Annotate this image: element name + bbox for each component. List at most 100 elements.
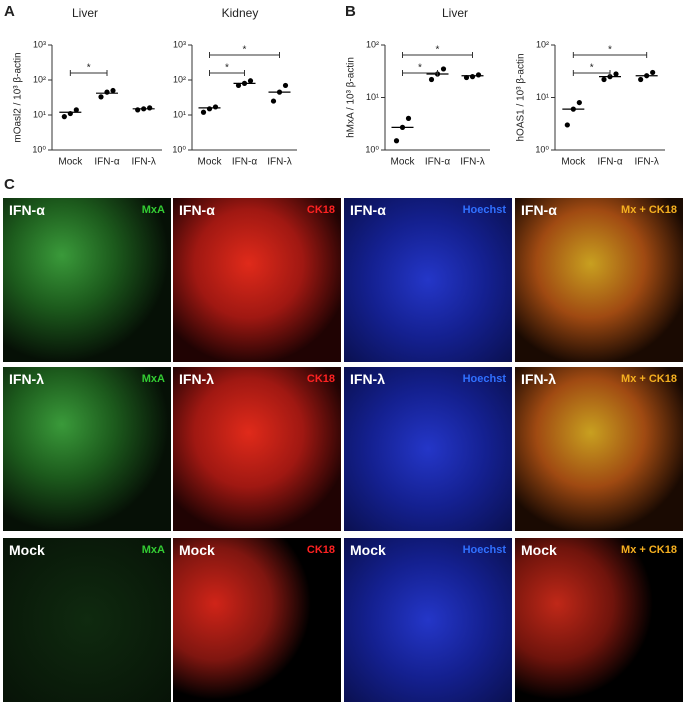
panel-label: A xyxy=(4,3,15,20)
x-tick-label: Mock xyxy=(58,157,83,168)
y-tick-label: 10¹ xyxy=(173,109,186,119)
treatment-label: Mock xyxy=(9,542,45,558)
data-point xyxy=(135,107,141,113)
data-point xyxy=(104,89,110,95)
y-axis-label: mOasl2 / 10³ β-actin xyxy=(13,52,24,142)
data-point xyxy=(650,69,656,76)
stain-label: CK18 xyxy=(306,204,335,216)
treatment-label: IFN-λ xyxy=(9,371,44,387)
data-point xyxy=(613,71,619,77)
y-axis-label: hMxA / 10³ β-actin xyxy=(346,57,357,138)
y-tick-label: 10⁰ xyxy=(365,144,379,154)
micrograph: IFN-λ Hoechst xyxy=(344,367,512,531)
x-tick-label: IFN-λ xyxy=(267,157,291,168)
data-point xyxy=(200,109,207,115)
y-tick-label: 10⁰ xyxy=(535,144,549,154)
treatment-label: IFN-α xyxy=(179,202,215,218)
data-point xyxy=(601,76,607,83)
chart-title: Liver xyxy=(72,6,98,20)
data-point xyxy=(638,76,644,83)
x-tick-label: IFN-α xyxy=(597,157,622,168)
y-tick-label: 10² xyxy=(33,74,46,84)
treatment-label: IFN-α xyxy=(521,202,557,218)
stain-label: Hoechst xyxy=(462,544,506,556)
x-tick-label: IFN-α xyxy=(232,157,257,168)
data-point xyxy=(212,104,219,110)
data-point xyxy=(247,78,254,84)
data-point xyxy=(440,66,447,72)
data-point xyxy=(206,106,213,112)
stain-label: CK18 xyxy=(306,544,335,556)
significance-label: * xyxy=(87,63,91,74)
data-point xyxy=(73,107,79,113)
data-point xyxy=(270,98,277,104)
micrograph: IFN-λ CK18 xyxy=(173,367,341,531)
x-tick-label: Mock xyxy=(198,157,223,168)
x-tick-label: Mock xyxy=(561,157,586,168)
treatment-label: IFN-α xyxy=(350,202,386,218)
data-point xyxy=(475,72,482,78)
x-tick-label: IFN-λ xyxy=(634,157,658,168)
y-tick-label: 10¹ xyxy=(33,109,46,119)
x-tick-label: IFN-α xyxy=(94,157,119,168)
significance-label: * xyxy=(243,45,247,56)
micrograph: IFN-α Hoechst xyxy=(344,198,512,362)
data-point xyxy=(61,114,67,120)
data-point xyxy=(469,74,476,80)
data-point xyxy=(147,105,153,111)
x-tick-label: IFN-α xyxy=(425,157,450,168)
data-point xyxy=(282,82,289,89)
charts: A B C Liver mOasl2 / 10³ β-actin 10⁰ 10¹ 10²… xyxy=(4,3,665,193)
stain-label: Mx + CK18 xyxy=(621,544,677,556)
y-tick-label: 10³ xyxy=(173,39,186,49)
treatment-label: IFN-λ xyxy=(521,371,556,387)
data-point xyxy=(110,87,116,94)
y-tick-label: 10⁰ xyxy=(32,144,46,154)
treatment-label: Mock xyxy=(521,542,557,558)
micrograph: IFN-λ MxA xyxy=(3,367,171,531)
significance-label: * xyxy=(590,63,594,74)
data-point xyxy=(428,76,435,83)
y-tick-label: 10¹ xyxy=(536,92,549,102)
data-point xyxy=(393,138,400,144)
y-axis-label: hOAS1 / 10³ β-actin xyxy=(516,53,527,141)
y-tick-label: 10³ xyxy=(33,39,46,49)
x-tick-label: IFN-λ xyxy=(131,157,155,168)
data-point xyxy=(576,99,582,106)
significance-label: * xyxy=(418,63,422,74)
micrograph: Mock MxA xyxy=(3,538,171,702)
stain-label: MxA xyxy=(141,544,165,556)
y-tick-label: 10² xyxy=(536,39,549,49)
treatment-label: Mock xyxy=(350,542,386,558)
data-point xyxy=(235,82,242,89)
chart-title: Kidney xyxy=(222,6,259,20)
micrograph: IFN-α CK18 xyxy=(173,198,341,362)
micrograph: IFN-λ Mx + CK18 xyxy=(515,367,683,531)
x-tick-label: Mock xyxy=(391,157,416,168)
micrograph: Mock Hoechst xyxy=(344,538,512,702)
stain-label: CK18 xyxy=(306,373,335,385)
stain-label: MxA xyxy=(141,204,165,216)
data-point xyxy=(564,122,570,128)
significance-label: * xyxy=(436,45,440,56)
micrograph: IFN-α MxA xyxy=(3,198,171,362)
stain-label: Hoechst xyxy=(462,204,506,216)
y-tick-label: 10² xyxy=(366,39,379,49)
micrograph: Mock Mx + CK18 xyxy=(515,538,683,702)
treatment-label: IFN-α xyxy=(9,202,45,218)
significance-label: * xyxy=(225,63,229,74)
micrograph: Mock CK18 xyxy=(173,538,341,702)
x-tick-label: IFN-λ xyxy=(460,157,484,168)
data-point xyxy=(405,115,412,121)
stain-label: Mx + CK18 xyxy=(621,204,677,216)
treatment-label: IFN-λ xyxy=(179,371,214,387)
y-tick-label: 10² xyxy=(173,74,186,84)
panel-label: C xyxy=(4,176,15,193)
micrograph: IFN-α Mx + CK18 xyxy=(515,198,683,362)
y-tick-label: 10⁰ xyxy=(172,144,186,154)
stain-label: Hoechst xyxy=(462,373,506,385)
chart-title: Liver xyxy=(442,6,468,20)
y-tick-label: 10¹ xyxy=(366,92,379,102)
panel-label: B xyxy=(345,3,356,20)
